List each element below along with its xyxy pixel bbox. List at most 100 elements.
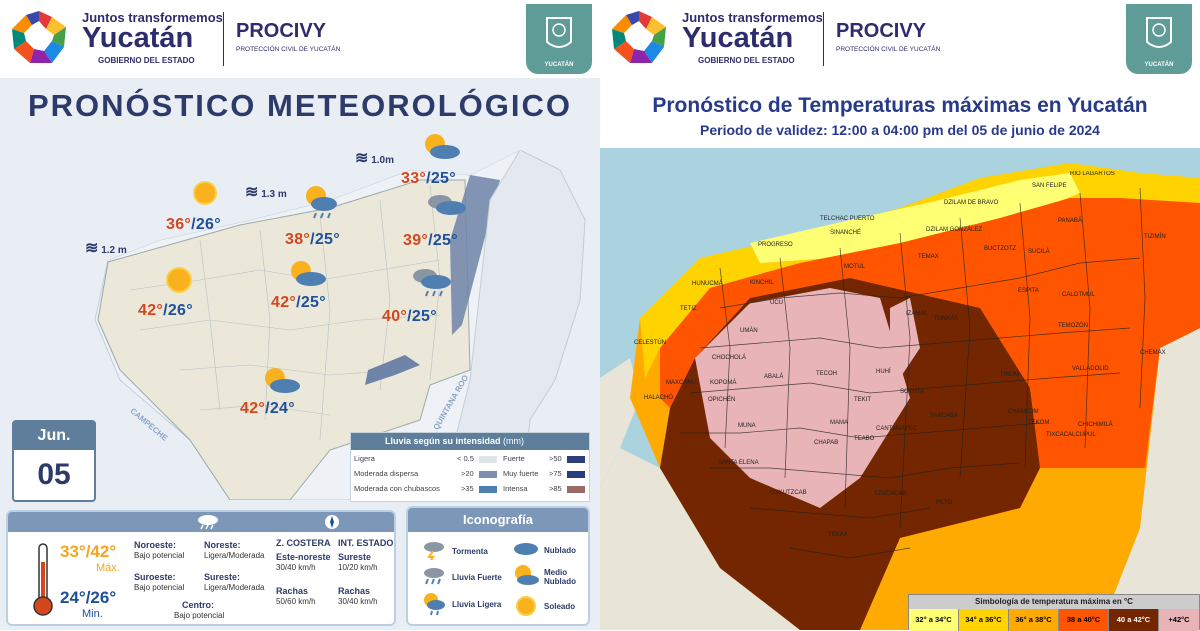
legend-class-36-38: 36° a 38°C [1009, 609, 1059, 631]
legend-class-32-34: 32° a 34°C [909, 609, 959, 631]
yucatan-logo-icon [12, 11, 66, 63]
crest-icon [546, 17, 572, 48]
municipality-label: SINANCHÉ [830, 230, 862, 236]
rain-legend-value: >35 [461, 484, 474, 493]
header-divider [823, 12, 824, 66]
municipality-label: RIO LAGARTOS [1070, 171, 1115, 177]
rain-legend-value: < 0.5 [457, 454, 474, 463]
municipality-label: TEKIT [854, 397, 872, 403]
municipality-label: TIXCACALCUPUL [1046, 432, 1096, 438]
coast-title: Z. COSTERA [276, 538, 331, 548]
municipality-label: BUCTZOTZ [984, 246, 1016, 252]
municipality-label: UMÁN [740, 328, 758, 334]
municipality-label: CHANKOM [1008, 409, 1039, 415]
municipality-label: CHICHIMILÁ [1078, 422, 1113, 428]
sun-icon [193, 181, 217, 205]
temp-min-range: 24°/26° [60, 588, 117, 607]
page-title: PRONÓSTICO METEOROLÓGICO [27, 88, 572, 123]
temp-max: 42° [240, 400, 266, 417]
crest-icon [1146, 17, 1172, 48]
rain-legend: Lluvia según su intensidad (mm) Ligera <… [350, 432, 590, 502]
temperature-map-panel: Juntos transformemos Yucatán GOBIERNO DE… [600, 0, 1200, 630]
municipality-label: CELESTÚN [634, 340, 667, 346]
coast-direction: Este-noreste [276, 552, 331, 562]
temperature-legend-title: Simbología de temperatura máxima en °C [909, 595, 1199, 609]
coast-speed: 30/40 km/h [276, 563, 316, 572]
temp-max-range: 33°/42° [60, 542, 117, 561]
municipality-label: SANTA ELENA [718, 460, 759, 466]
crest-label: YUCATÁN [544, 62, 574, 68]
inland-title: INT. ESTADO [338, 538, 394, 548]
legend-class-34-36: 34° a 36°C [959, 609, 1009, 631]
yucatan-forecast-map [0, 120, 600, 500]
waves-icon: ≋ [245, 184, 259, 201]
municipality-label: CHEMAX [1140, 350, 1166, 356]
rain-legend-value: >50 [549, 454, 562, 463]
rain-legend-label: Moderada dispersa [354, 469, 419, 478]
municipality-label: KOPOMÁ [710, 380, 737, 386]
rain-legend-label: Muy fuerte [503, 469, 539, 478]
municipality-label: YAXCABÁ [930, 413, 958, 419]
sun-cloud-icon [291, 261, 326, 286]
icon-label: Tormenta [452, 547, 488, 556]
rain-swatch [567, 456, 585, 463]
temp-min-label: Min. [82, 608, 103, 620]
wave-height-west: ≋ 1.2 m [85, 238, 127, 258]
municipality-label: VALLADOLID [1072, 366, 1109, 372]
legend-class-38-40: 38 a 40°C [1059, 609, 1109, 631]
calendar-day: 05 [37, 458, 71, 491]
header-divider [223, 12, 224, 66]
agency-name: PROCIVY [836, 20, 927, 42]
wind-zone: Sureste: [204, 572, 241, 582]
wave-height-value: 1.2 m [101, 245, 127, 256]
municipality-label: OXKUTZCAB [770, 490, 807, 496]
rain-swatch [479, 456, 497, 463]
wind-level: Bajo potencial [134, 551, 185, 560]
cloud-icon [428, 195, 466, 215]
municipality-label: ABALÁ [764, 374, 784, 380]
municipality-label: TEMOZÓN [1058, 323, 1088, 329]
wave-height-center: ≋ 1.3 m [245, 182, 287, 202]
forecast-panel: Juntos transformemos Yucatán GOBIERNO DE… [0, 0, 600, 630]
wind-level: Bajo potencial [174, 611, 225, 620]
wind-level: Ligera/Moderada [204, 551, 265, 560]
rain-swatch [479, 471, 497, 478]
temp-label: 39°/25° [403, 232, 458, 250]
date-calendar: Jun. 05 [12, 420, 96, 502]
rain-legend-label: Intensa [503, 484, 528, 493]
temp-min: /25° [428, 232, 458, 249]
wave-height-east: ≋ 1.0m [355, 148, 394, 168]
rain-legend-label: Fuerte [503, 454, 525, 463]
rain-legend-title-text: Lluvia según su intensidad [385, 436, 501, 446]
tagline: Juntos transformemos [682, 10, 823, 25]
waves-icon: ≋ [355, 150, 369, 167]
rain-legend-unit: (mm) [503, 436, 525, 446]
temp-max: 33° [401, 170, 427, 187]
compass-icon [325, 515, 339, 529]
temp-min: /25° [426, 170, 456, 187]
temp-min: /26° [191, 216, 221, 233]
crest-badge: YUCATÁN [526, 4, 592, 74]
municipality-label: HUNUCMÁ [692, 281, 723, 287]
municipality-label: OPICHÉN [708, 397, 736, 403]
legend-class-40-42: 40 a 42°C [1109, 609, 1159, 631]
municipality-label: TEKOM [1028, 420, 1050, 426]
tagline: Juntos transformemos [82, 10, 223, 25]
rain-legend-value: >75 [549, 469, 562, 478]
rain-legend-value: >85 [549, 484, 562, 493]
waves-icon: ≋ [85, 240, 99, 257]
agency-subtitle: PROTECCIÓN CIVIL DE YUCATÁN [836, 46, 941, 53]
icon-label: Lluvia Ligera [452, 600, 502, 609]
municipality-label: HALACHÓ [644, 395, 674, 401]
wind-level: Bajo potencial [134, 583, 185, 592]
brand-name: Yucatán [82, 22, 194, 54]
map-subtitle: Periodo de validez: 12:00 a 04:00 pm del… [700, 122, 1100, 138]
municipality-label: CHAPAB [814, 440, 839, 446]
municipality-label: IZAMAL [906, 311, 928, 317]
municipality-label: ESPITA [1018, 288, 1039, 294]
wave-height-value: 1.0m [371, 155, 394, 166]
rain-swatch [567, 471, 585, 478]
iconography-title: Iconografía [408, 508, 588, 532]
temp-min: /25° [296, 294, 326, 311]
municipality-label: MOTUL [844, 264, 865, 270]
